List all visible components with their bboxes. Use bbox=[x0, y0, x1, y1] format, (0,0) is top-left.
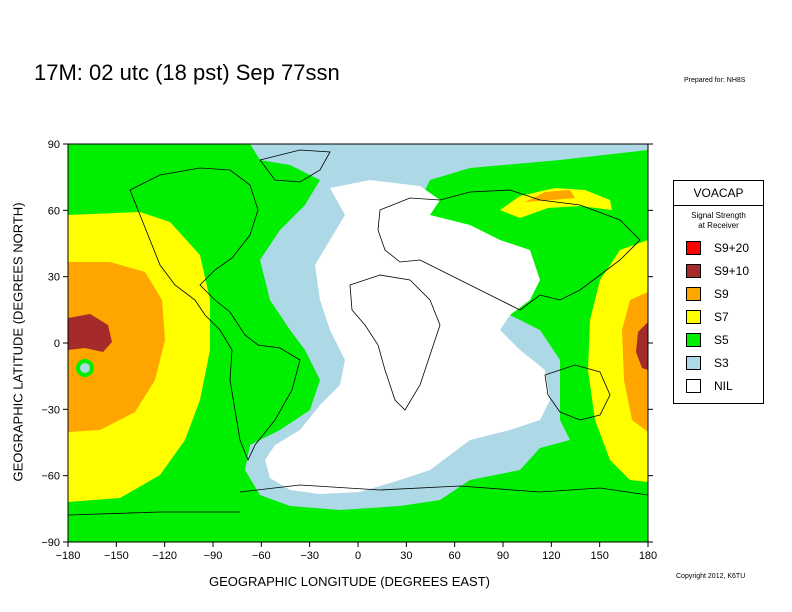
legend-label: S3 bbox=[714, 356, 729, 370]
x-tick-label: 90 bbox=[497, 550, 509, 562]
legend-label: S9 bbox=[714, 287, 729, 301]
x-tick-label: −30 bbox=[300, 550, 319, 562]
legend-subtitle-line2: at Receiver bbox=[698, 221, 739, 230]
x-tick-label: 30 bbox=[400, 550, 412, 562]
x-tick-label: 120 bbox=[542, 550, 560, 562]
y-tick-label: 90 bbox=[48, 139, 60, 151]
legend-swatch bbox=[686, 333, 701, 347]
s9-region-west bbox=[68, 262, 165, 432]
copyright-note: Copyright 2012, K6TU bbox=[676, 573, 746, 580]
x-axis-label: GEOGRAPHIC LONGITUDE (DEGREES EAST) bbox=[209, 574, 490, 589]
legend-swatch bbox=[686, 264, 701, 278]
y-axis-ticks: 90 60 30 0 −30 −60 −90 bbox=[41, 139, 653, 549]
legend-swatch bbox=[686, 379, 701, 393]
s7-region-northeast bbox=[500, 188, 612, 218]
x-tick-label: −120 bbox=[152, 550, 177, 562]
y-tick-label: 30 bbox=[48, 272, 60, 284]
legend-swatch bbox=[686, 241, 701, 255]
legend-label: S9+20 bbox=[714, 241, 750, 255]
legend-swatch bbox=[686, 287, 701, 301]
x-tick-label: 180 bbox=[639, 550, 657, 562]
map-title: 17M: 02 utc (18 pst) Sep 77ssn bbox=[34, 60, 340, 85]
s9plus10-region-east bbox=[636, 322, 648, 370]
legend-title: VOACAP bbox=[674, 181, 763, 206]
legend-label: S7 bbox=[714, 310, 729, 324]
x-tick-label: 0 bbox=[355, 550, 361, 562]
coverage-layer bbox=[68, 144, 648, 542]
x-tick-label: −90 bbox=[204, 550, 223, 562]
y-tick-label: 0 bbox=[54, 338, 60, 350]
s9plus10-region-west bbox=[68, 314, 112, 352]
legend-swatch bbox=[686, 310, 701, 324]
x-tick-label: −60 bbox=[252, 550, 271, 562]
x-axis-ticks: −180 −150 −120 −90 −60 −30 0 30 60 90 120 150 180 bbox=[56, 542, 657, 562]
legend-label: NIL bbox=[714, 379, 733, 393]
legend-subtitle-line1: Signal Strength bbox=[691, 211, 746, 220]
x-tick-label: 150 bbox=[590, 550, 608, 562]
y-axis-label: GEOGRAPHIC LATITUDE (DEGREES NORTH) bbox=[10, 202, 26, 482]
legend-subtitle: Signal Strength at Receiver bbox=[674, 211, 763, 231]
s3-spot-west bbox=[80, 363, 90, 373]
continent-outlines bbox=[68, 149, 648, 516]
prepared-for-note: Prepared for: NH8S bbox=[684, 77, 746, 84]
legend-label: S5 bbox=[714, 333, 729, 347]
legend-swatch bbox=[686, 356, 701, 370]
x-tick-label: −180 bbox=[56, 550, 81, 562]
x-tick-label: −150 bbox=[104, 550, 129, 562]
y-tick-label: −90 bbox=[41, 537, 60, 549]
y-tick-label: −60 bbox=[41, 471, 60, 483]
y-tick-label: −30 bbox=[41, 404, 60, 416]
legend-label: S9+10 bbox=[714, 264, 750, 278]
legend: VOACAP Signal Strength at Receiver S9+20… bbox=[673, 180, 764, 404]
nil-region bbox=[265, 180, 550, 494]
x-tick-label: 60 bbox=[449, 550, 461, 562]
s9-region-east bbox=[622, 292, 648, 432]
y-tick-label: 60 bbox=[48, 205, 60, 217]
